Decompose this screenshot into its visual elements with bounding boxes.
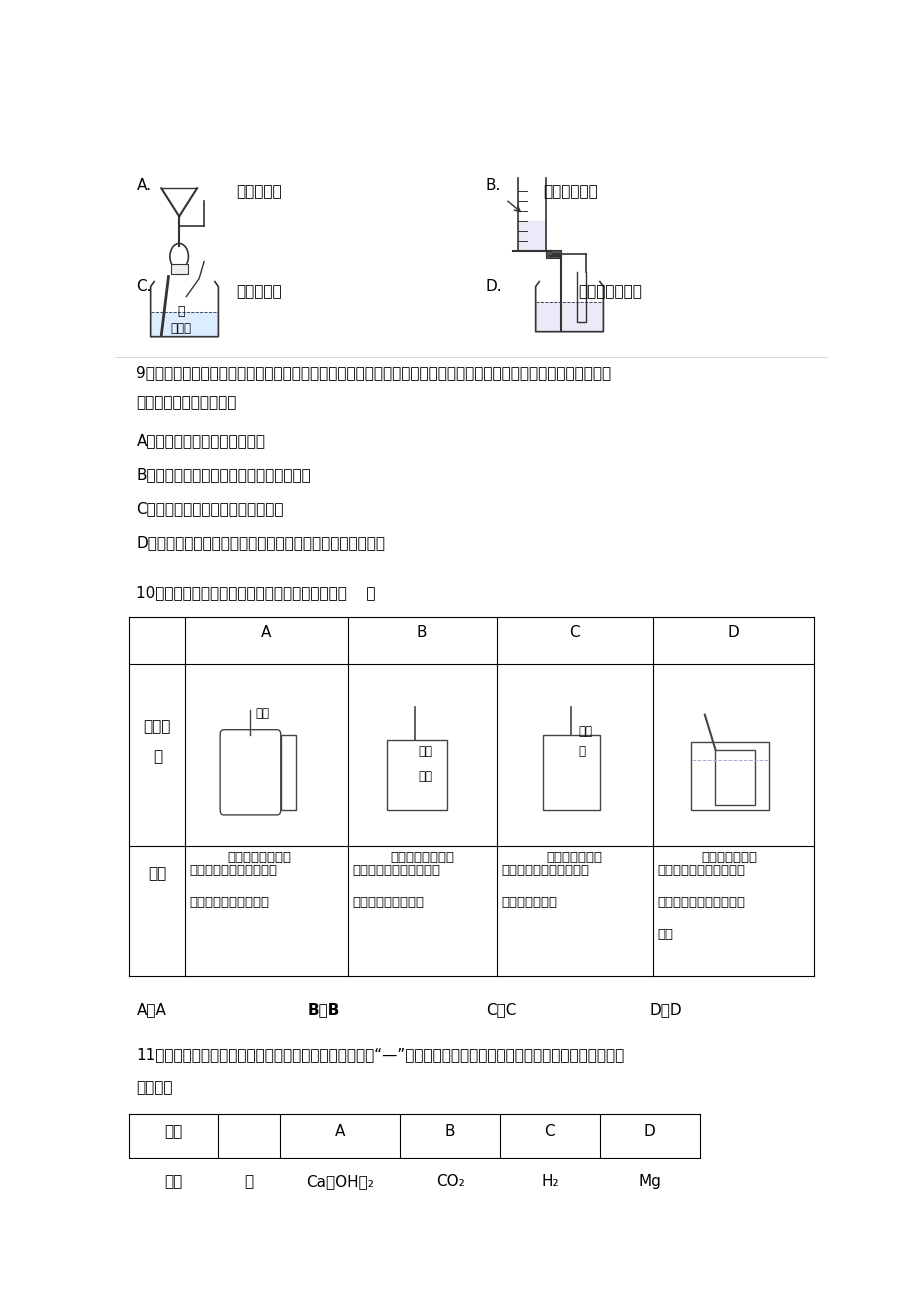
Text: C: C xyxy=(569,625,580,641)
Text: 解释: 解释 xyxy=(148,866,166,881)
Text: B: B xyxy=(445,1124,455,1139)
Text: B．B: B．B xyxy=(307,1003,339,1017)
Text: D.: D. xyxy=(485,279,502,293)
Text: 测空气中氧气含量: 测空气中氧气含量 xyxy=(227,852,291,865)
Text: 硫: 硫 xyxy=(578,745,584,758)
Text: H₂: H₂ xyxy=(540,1174,558,1189)
Text: 检查装置气密性: 检查装置气密性 xyxy=(578,285,641,299)
Text: 积变化得出氧气的体积: 积变化得出氧气的体积 xyxy=(189,896,269,909)
Text: 给液体加热: 给液体加热 xyxy=(236,185,281,199)
Text: 物质: 物质 xyxy=(165,1174,182,1189)
Text: 会导致这种误差发生的是: 会导致这种误差发生的是 xyxy=(136,395,236,410)
Text: 氧气: 氧气 xyxy=(578,725,592,738)
Text: 集满: 集满 xyxy=(656,928,673,941)
Text: 烧时放出的热量: 烧时放出的热量 xyxy=(501,896,557,909)
Text: 10．下列实验中关于水的作用的描述不正确的是（    ）: 10．下列实验中关于水的作用的描述不正确的是（ ） xyxy=(136,586,376,600)
Text: 集气瓶中的水：冷却铁丝: 集气瓶中的水：冷却铁丝 xyxy=(351,865,439,878)
Text: 实验装: 实验装 xyxy=(143,719,171,733)
Text: 铁丝: 铁丝 xyxy=(418,745,432,758)
Text: 11．甲、乙、丙、丁四种物质的相互反应关系如图所示，“—”表示相连的物质间能发生反应，下列符合对应反应关系: 11．甲、乙、丙、丁四种物质的相互反应关系如图所示，“—”表示相连的物质间能发生… xyxy=(136,1048,624,1062)
Text: B: B xyxy=(416,625,427,641)
Text: Ca（OH）₂: Ca（OH）₂ xyxy=(306,1174,374,1189)
Text: 浓硫酸: 浓硫酸 xyxy=(171,322,191,335)
Text: D．配制好的溶液转移到细口试剂瓶时，有一些液体流到瓶外: D．配制好的溶液转移到细口试剂瓶时，有一些液体流到瓶外 xyxy=(136,535,385,551)
Text: A: A xyxy=(261,625,271,641)
Text: 中空气，后方便观察何时: 中空气，后方便观察何时 xyxy=(656,896,744,909)
Text: B．称取因体时，左盘放神码，右盘放食盐: B．称取因体时，左盘放神码，右盘放食盐 xyxy=(136,467,311,482)
Text: 稀释浓硫酸: 稀释浓硫酸 xyxy=(236,285,281,299)
FancyBboxPatch shape xyxy=(170,263,187,273)
Text: C．C: C．C xyxy=(485,1003,516,1017)
Text: C: C xyxy=(544,1124,555,1139)
Text: C．配制溶液时，烧杯中原来留有水: C．配制溶液时，烧杯中原来留有水 xyxy=(136,501,284,516)
Text: 的选项是: 的选项是 xyxy=(136,1081,173,1095)
Text: B.: B. xyxy=(485,178,501,193)
Text: 红磷: 红磷 xyxy=(255,707,269,720)
Text: 水: 水 xyxy=(177,305,185,318)
Text: 量筒中的水：通过水的体: 量筒中的水：通过水的体 xyxy=(189,865,278,878)
Text: 选项: 选项 xyxy=(165,1124,182,1139)
Text: 集气瓶中的水：先排尽瓶: 集气瓶中的水：先排尽瓶 xyxy=(656,865,744,878)
Text: D．D: D．D xyxy=(649,1003,682,1017)
Text: D: D xyxy=(727,625,738,641)
Text: D: D xyxy=(643,1124,655,1139)
Text: A.: A. xyxy=(136,178,152,193)
Text: 读取液体体积: 读取液体体积 xyxy=(542,185,597,199)
Text: 集气瓶中的水：吸收硫燃: 集气瓶中的水：吸收硫燃 xyxy=(501,865,588,878)
Text: 置: 置 xyxy=(153,749,162,764)
Text: 排水法收集氧气: 排水法收集氧气 xyxy=(700,852,756,865)
FancyBboxPatch shape xyxy=(545,250,561,259)
Text: 硫在氧气中燃烧: 硫在氧气中燃烧 xyxy=(546,852,602,865)
Text: 燃烧时溅落的燕融物: 燃烧时溅落的燕融物 xyxy=(351,896,424,909)
Text: CO₂: CO₂ xyxy=(436,1174,464,1189)
Text: 氧气: 氧气 xyxy=(418,769,432,783)
Text: 铁丝在氧气中燃烧: 铁丝在氧气中燃烧 xyxy=(390,852,454,865)
Text: C.: C. xyxy=(136,279,152,293)
Text: A．A: A．A xyxy=(136,1003,166,1017)
Text: Mg: Mg xyxy=(638,1174,661,1189)
Text: A．量取水时，仰视量筒的读数: A．量取水时，仰视量筒的读数 xyxy=(136,434,265,448)
Text: 9．实验室配制一定溶质质量分数的食盐水，因操作不当造成所配溶液溶质质量分数偏低。分析以下原因，其中一定不: 9．实验室配制一定溶质质量分数的食盐水，因操作不当造成所配溶液溶质质量分数偏低。… xyxy=(136,365,611,380)
Text: A: A xyxy=(335,1124,346,1139)
Text: 甲: 甲 xyxy=(244,1174,254,1189)
